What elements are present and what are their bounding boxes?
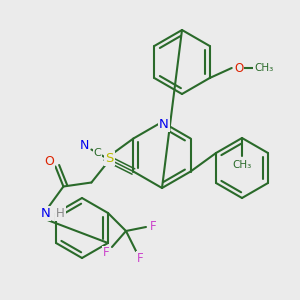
Text: O: O: [44, 155, 54, 168]
Text: F: F: [103, 247, 109, 260]
Text: O: O: [234, 61, 243, 74]
Text: S: S: [105, 152, 114, 165]
Text: N: N: [40, 207, 50, 220]
Text: CH₃: CH₃: [254, 63, 273, 73]
Text: F: F: [150, 220, 156, 233]
Text: CH₃: CH₃: [232, 160, 252, 170]
Text: N: N: [80, 139, 89, 152]
Text: F: F: [137, 251, 143, 265]
Text: C: C: [94, 148, 101, 158]
Text: H: H: [56, 207, 65, 220]
Text: N: N: [159, 118, 169, 130]
